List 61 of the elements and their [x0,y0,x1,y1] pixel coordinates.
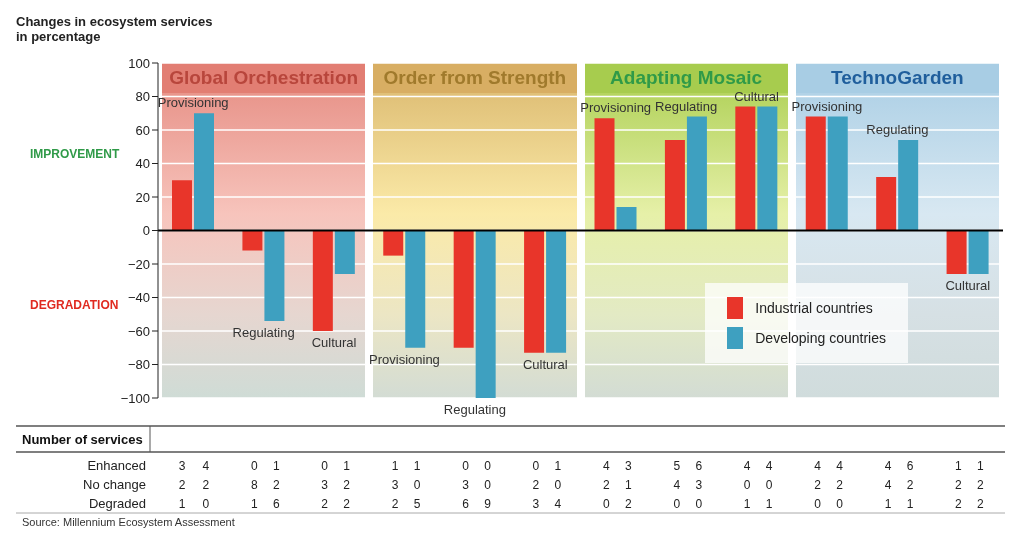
bar [475,230,496,398]
bar [334,230,355,275]
bar [405,230,426,348]
y-tick-label: 80 [135,89,150,105]
x-tick-label: Provisioning [369,351,440,367]
y-tick-label: −80 [127,357,150,373]
text: 3 4 0 1 0 1 1 1 0 0 0 1 4 3 5 6 4 4 4 4 4 6 1 1 [178,459,984,473]
x-tick-label: Cultural [945,278,991,294]
y-tick-label: 0 [142,223,150,239]
bar [264,230,285,321]
y-tick-label: −20 [127,256,150,272]
x-tick-label: Provisioning [791,98,863,114]
annotation: Order from Strength [382,67,568,89]
y-axis-title: Changes in ecosystem services in percentage [16,14,214,44]
bar [546,230,567,353]
annotation: TechnoGarden [830,67,965,89]
bar [453,230,474,348]
bar [805,116,826,231]
x-tick-label: Cultural [522,356,568,372]
annotation: Global Orchestration [168,67,360,89]
legend-label: Industrial countries [755,300,873,316]
bar [383,230,404,256]
y-tick-label: −40 [127,290,150,306]
bar [946,230,967,275]
y-tick-label: 100 [128,55,150,71]
text: IMPROVEMENT [30,146,120,161]
y-tick-label: 40 [135,156,150,172]
bar [757,106,778,231]
x-tick-label: Regulating [443,402,506,417]
y-tick-label: −100 [120,390,150,406]
bar [242,230,263,251]
bar [664,140,685,231]
bar [898,140,919,231]
bar [876,176,897,231]
x-tick-label: Regulating [866,122,929,138]
y-tick-label: −60 [127,323,150,339]
bar [686,116,707,231]
bar [172,180,192,231]
source-note: Source: Millennium Ecosystem Assessment [22,516,235,528]
x-tick-label: Regulating [232,324,295,340]
bar [312,230,333,331]
bar [827,116,848,231]
bar [594,118,615,231]
x-tick-label: Cultural [311,335,357,350]
text: No change [83,477,146,492]
text: DEGRADATION [30,297,119,312]
text: 1 0 1 6 2 2 2 5 6 9 3 4 0 2 0 0 1 1 0 0 1 1 2 2 [178,497,984,511]
bar [968,230,989,275]
text: Number of services [22,432,143,447]
bar [194,113,214,231]
legend-label: Developing countries [755,330,886,346]
text: 2 2 8 2 3 2 3 0 3 0 2 0 2 1 4 3 0 0 2 2 4 2 2 2 [178,478,984,492]
text: Degraded [88,496,146,511]
text: Enhanced [87,458,146,473]
bar [524,230,545,353]
y-tick-label: 20 [135,189,150,205]
x-tick-label: Regulating [655,98,718,114]
annotation: Adapting Mosaic [609,67,764,89]
y-tick-label: 60 [135,122,150,138]
bar [735,106,756,231]
bar [616,207,637,231]
